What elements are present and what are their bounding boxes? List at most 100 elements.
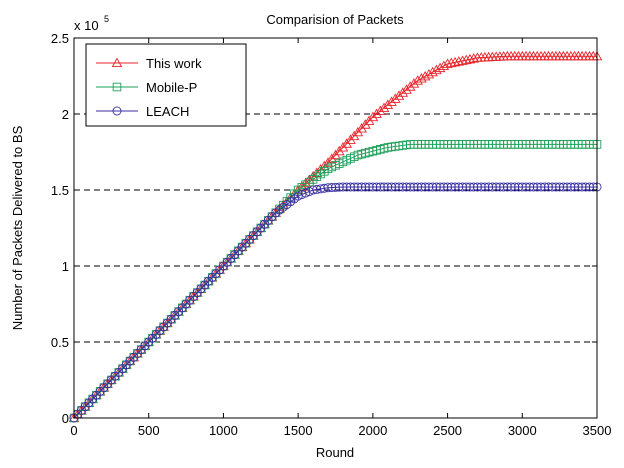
data-point <box>423 68 435 79</box>
y-tick-label: 0.5 <box>51 335 69 350</box>
data-point <box>338 182 348 192</box>
legend-marker <box>112 82 122 92</box>
data-point <box>405 182 415 192</box>
y-tick-label: 2.5 <box>51 31 69 46</box>
data-point <box>323 183 333 193</box>
y-tick-label: 0 <box>62 411 69 426</box>
data-point <box>458 182 468 192</box>
data-point <box>573 182 583 192</box>
data-point <box>360 182 370 192</box>
legend: This work Mobile-P LEACH <box>85 43 247 127</box>
data-point <box>465 182 475 192</box>
data-point <box>368 182 378 192</box>
data-point <box>449 56 461 67</box>
data-point <box>345 182 355 192</box>
y-axis-label: Number of Packets Delivered to BS <box>10 125 25 330</box>
y-tick-label: 1 <box>62 259 69 274</box>
data-point <box>393 90 405 100</box>
data-point <box>293 191 303 201</box>
chart-title: Comparision of Packets <box>266 12 404 27</box>
data-point <box>439 182 449 192</box>
data-point <box>491 182 501 192</box>
data-point <box>555 182 565 192</box>
legend-box <box>85 43 247 127</box>
data-point <box>454 182 464 192</box>
data-point <box>342 182 352 192</box>
data-point <box>419 70 431 81</box>
data-point <box>517 182 527 192</box>
data-point <box>543 182 553 192</box>
data-point <box>581 182 591 192</box>
data-point <box>438 60 450 70</box>
data-point <box>378 102 390 112</box>
data-point <box>316 184 326 194</box>
data-point <box>386 96 397 106</box>
x-tick-label: 1000 <box>209 423 238 438</box>
data-point <box>434 62 446 73</box>
data-point <box>435 182 445 192</box>
x-tick-label: 0 <box>70 423 77 438</box>
data-point <box>468 53 479 63</box>
data-point <box>301 188 311 198</box>
data-point <box>382 99 394 109</box>
data-point <box>367 111 379 122</box>
data-point <box>585 182 595 192</box>
data-point <box>327 183 337 193</box>
legend-label: LEACH <box>146 104 189 119</box>
data-point <box>532 182 542 192</box>
data-point <box>487 182 497 192</box>
data-point <box>334 182 344 192</box>
data-point <box>349 182 359 192</box>
data-point <box>383 182 393 192</box>
data-point <box>387 182 397 192</box>
data-point <box>416 182 426 192</box>
data-point <box>427 66 438 77</box>
data-point <box>420 182 430 192</box>
x-tick-label: 3500 <box>583 423 612 438</box>
data-point <box>480 182 490 192</box>
data-point <box>460 54 472 65</box>
data-point <box>397 87 409 97</box>
data-point <box>464 53 476 64</box>
data-point <box>390 93 401 103</box>
data-point <box>401 84 412 94</box>
y-multiplier-label: x 10 <box>74 18 99 33</box>
data-point <box>431 182 441 192</box>
data-point <box>476 182 486 192</box>
plot-frame <box>73 37 598 419</box>
data-point <box>375 105 386 116</box>
data-point <box>312 184 322 194</box>
data-point <box>390 182 400 192</box>
x-tick-label: 3000 <box>508 423 537 438</box>
data-point <box>446 57 457 68</box>
data-point <box>514 182 524 192</box>
x-axis-label: Round <box>316 445 354 460</box>
data-point <box>408 78 420 88</box>
x-tick-label: 1500 <box>284 423 313 438</box>
data-point <box>353 182 363 192</box>
data-point <box>495 182 505 192</box>
data-point <box>375 182 385 192</box>
data-point <box>297 190 307 200</box>
data-point <box>457 55 468 65</box>
data-point <box>558 182 568 192</box>
y-tick-label: 1.5 <box>51 183 69 198</box>
data-point <box>424 182 434 192</box>
data-point <box>502 182 512 192</box>
data-point <box>469 182 479 192</box>
y-multiplier-exponent: 5 <box>104 14 109 24</box>
data-point <box>536 182 546 192</box>
data-point <box>461 182 471 192</box>
data-point <box>540 182 550 192</box>
data-point <box>364 182 374 192</box>
data-point <box>308 185 318 195</box>
data-point <box>484 182 494 192</box>
data-point <box>506 182 516 192</box>
data-point <box>547 182 557 192</box>
legend-marker <box>111 57 123 68</box>
data-point <box>570 182 580 192</box>
data-point <box>453 56 465 66</box>
data-point <box>577 182 587 192</box>
